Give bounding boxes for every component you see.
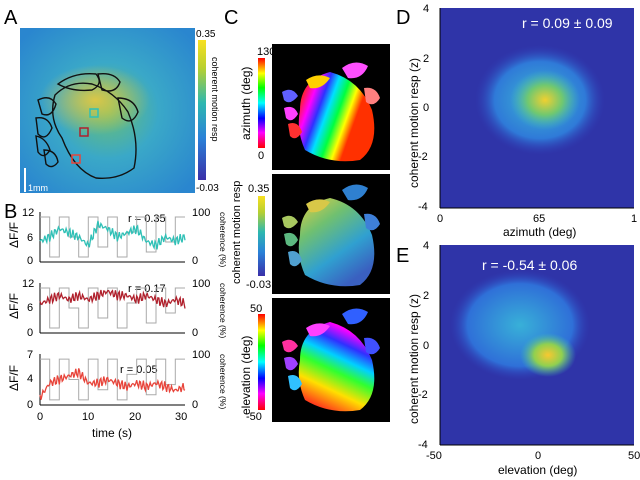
trace-2: 12 6 0 100 0 r = 0.17 — [22, 278, 210, 339]
map-elevation-max: 50 — [250, 303, 262, 315]
e-ytick-1: 2 — [423, 290, 429, 302]
b-xtick-0: 0 — [37, 411, 43, 423]
trace-3-stimulus — [40, 358, 185, 401]
map-azimuth-max: 130 — [257, 46, 275, 58]
trace-1-ytick-mid: 6 — [27, 232, 33, 244]
trace-1-ytick-top: 12 — [22, 207, 34, 219]
map-elevation: 50 -50 elevation (deg) — [239, 298, 390, 423]
d-ytick-0: 4 — [423, 3, 429, 15]
map-azimuth: 130 0 azimuth (deg) — [239, 44, 390, 170]
trace-2-ytick-bot: 0 — [27, 327, 33, 339]
map-elevation-label: elevation (deg) — [239, 336, 253, 415]
trace-1-ytick-right-top: 100 — [192, 207, 210, 219]
d-xtick-0: 0 — [437, 213, 443, 225]
e-r-label: r = -0.54 ± 0.06 — [482, 257, 577, 273]
d-ytick-3: -2 — [418, 151, 428, 163]
cortex-hotspot — [40, 65, 150, 135]
b-ylabel-2: ΔF/F — [7, 293, 21, 319]
map-response: 0.35 -0.03 coherent motion resp — [231, 174, 390, 294]
b-xtick-10: 10 — [82, 411, 94, 423]
trace-1-stimulus — [40, 216, 185, 258]
b-xtick-30: 30 — [175, 411, 187, 423]
b-ylabel-1: ΔF/F — [7, 222, 21, 248]
trace-2-ytick-right-top: 100 — [192, 278, 210, 290]
trace-1-line — [39, 220, 186, 251]
panel-label-e: E — [396, 245, 409, 267]
trace-3-ytick-mid: 4 — [27, 373, 33, 385]
trace-3-ytick-right-bot: 0 — [192, 399, 198, 411]
e-xlabel: elevation (deg) — [498, 463, 577, 477]
trace-plots-b: 12 6 0 100 0 r = 0.35 12 6 0 100 0 r = 0… — [7, 207, 228, 440]
trace-2-line — [39, 289, 186, 309]
e-xtick-0: -50 — [426, 450, 442, 462]
density-plot-e: r = -0.54 ± 0.06 4 2 0 -2 -4 -50 0 50 el… — [407, 240, 640, 477]
trace-3-ytick-right-top: 100 — [192, 349, 210, 361]
map-response-max: 0.35 — [248, 183, 269, 195]
scalebar-label: 1mm — [28, 183, 48, 193]
colorbar-a-label: coherent motion resp — [210, 57, 220, 142]
area-outlines-a — [35, 72, 139, 179]
e-xtick-2: 50 — [628, 450, 640, 462]
colorbar-a-max: 0.35 — [196, 29, 216, 40]
d-xlabel: azimuth (deg) — [503, 225, 576, 239]
map-azimuth-label: azimuth (deg) — [239, 67, 253, 140]
panel-label-c: C — [224, 7, 238, 29]
e-ytick-2: 0 — [423, 340, 429, 352]
d-r-label: r = 0.09 ± 0.09 — [522, 15, 613, 31]
roi-cyan — [89, 108, 99, 118]
e-xtick-1: 0 — [535, 450, 541, 462]
map-response-label: coherent motion resp — [231, 181, 243, 284]
e-ytick-0: 4 — [423, 240, 429, 252]
trace-1-r-label: r = 0.35 — [128, 213, 166, 225]
d-ytick-2: 0 — [423, 102, 429, 114]
b-ylabel-3: ΔF/F — [7, 365, 21, 391]
map-azimuth-min: 0 — [258, 150, 264, 162]
trace-1-ytick-right-bot: 0 — [192, 255, 198, 267]
panel-label-a: A — [4, 7, 18, 29]
map-elevation-min: -50 — [246, 411, 262, 423]
d-ytick-1: 2 — [423, 53, 429, 65]
density-plot-d: r = 0.09 ± 0.09 4 2 0 -2 -4 0 65 1 azimu… — [407, 3, 637, 239]
b-xlabel: time (s) — [92, 426, 132, 440]
colorbar-a — [198, 40, 206, 180]
trace-2-ytick-right-bot: 0 — [192, 327, 198, 339]
trace-1: 12 6 0 100 0 r = 0.35 — [22, 207, 210, 267]
panel-label-d: D — [396, 7, 410, 29]
trace-2-stimulus — [40, 287, 185, 329]
trace-3: 7 4 0 100 0 r = 0.05 — [27, 349, 210, 411]
trace-2-ytick-top: 12 — [22, 278, 34, 290]
d-ylabel: coherent motion resp (z) — [407, 58, 421, 188]
colorbar-a-min: -0.03 — [196, 183, 219, 194]
d-xtick-2: 1 — [631, 213, 637, 225]
trace-3-line — [39, 368, 186, 400]
panel-label-b: B — [4, 201, 17, 223]
roi-red — [71, 154, 81, 164]
map-response-min: -0.03 — [246, 279, 271, 291]
d-xtick-1: 65 — [533, 213, 545, 225]
trace-2-ytick-mid: 6 — [27, 302, 33, 314]
e-ytick-3: -2 — [418, 389, 428, 401]
trace-1-ytick-bot: 0 — [27, 255, 33, 267]
e-ytick-4: -4 — [418, 439, 428, 451]
d-ytick-4: -4 — [418, 201, 428, 213]
roi-darkred — [79, 127, 89, 137]
b-ylabel-right-3: coherence (%) — [218, 354, 228, 409]
e-ylabel: coherent motion resp (z) — [407, 294, 421, 424]
trace-3-r-label: r = 0.05 — [120, 364, 158, 376]
trace-3-ytick-bot: 0 — [27, 399, 33, 411]
trace-3-ytick-top: 7 — [27, 349, 33, 361]
b-ylabel-right-2: coherence (%) — [218, 283, 228, 338]
b-ylabel-right-1: coherence (%) — [218, 212, 228, 267]
b-xtick-20: 20 — [129, 411, 141, 423]
